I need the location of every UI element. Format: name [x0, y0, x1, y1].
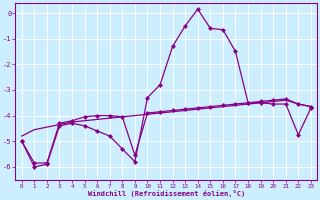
X-axis label: Windchill (Refroidissement éolien,°C): Windchill (Refroidissement éolien,°C)	[88, 190, 245, 197]
